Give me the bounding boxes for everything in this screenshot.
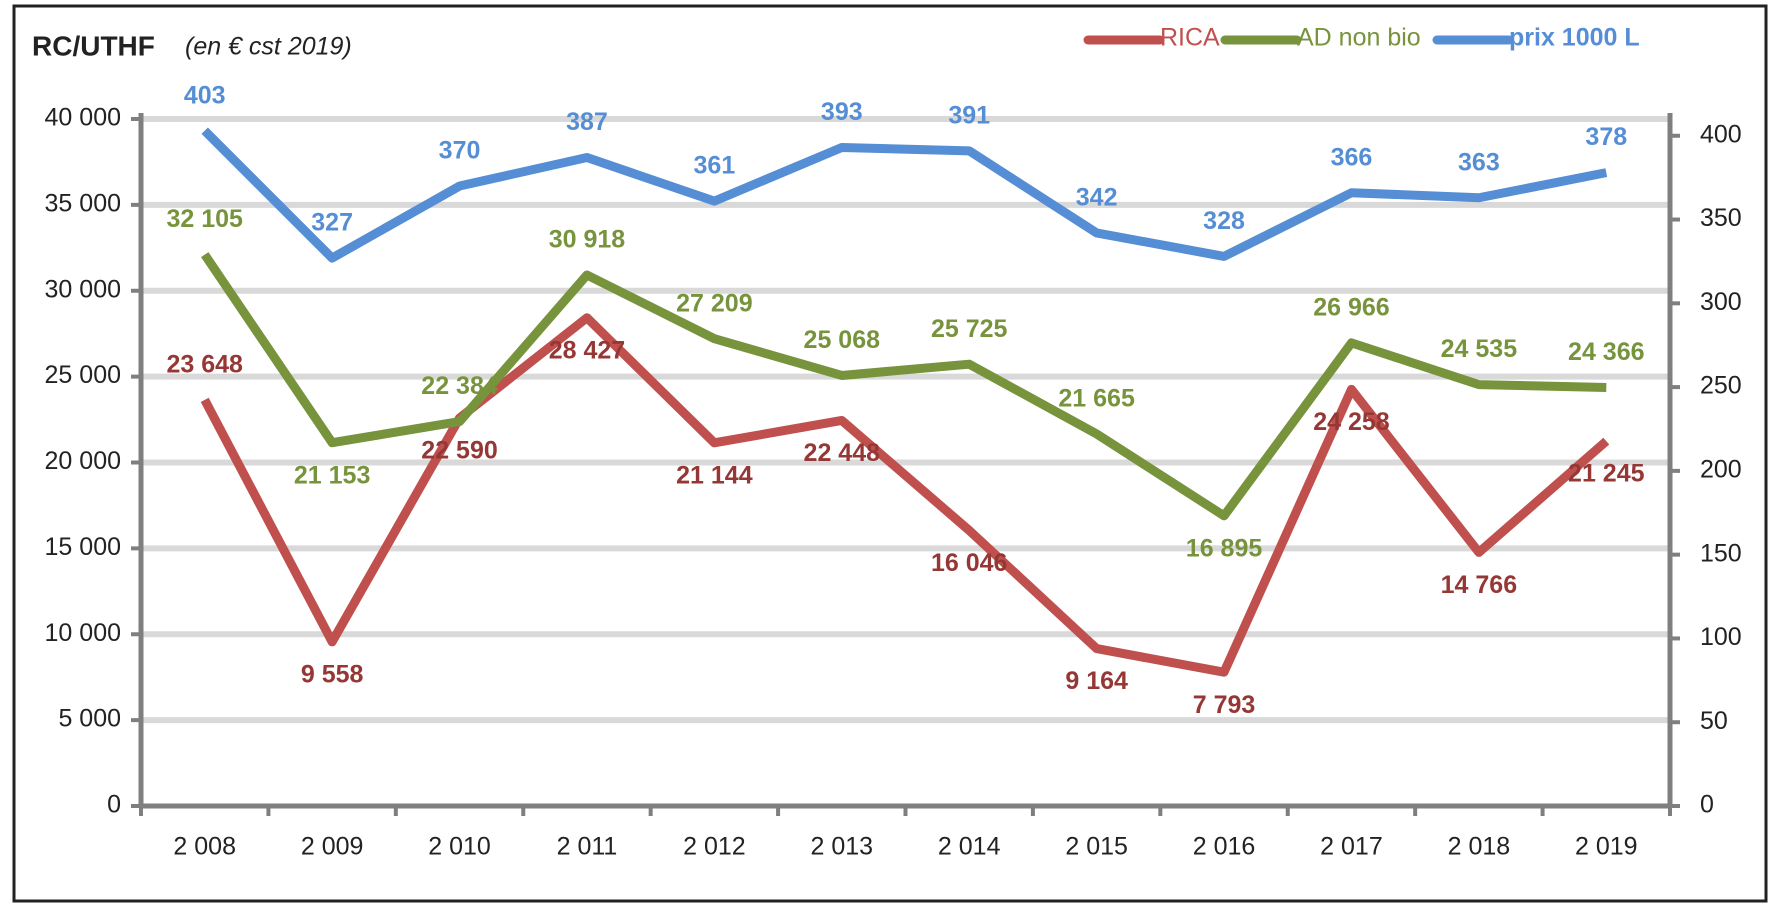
data-label: 28 427 [549,336,625,364]
data-label: 25 725 [931,315,1008,343]
data-label: 21 245 [1568,460,1645,488]
y2-tick-label: 300 [1700,288,1742,316]
y-tick-label: 25 000 [45,361,121,389]
legend-label: AD non bio [1297,24,1421,52]
y-tick-label: 40 000 [45,104,121,132]
y2-tick-label: 200 [1700,455,1742,483]
data-label: 403 [184,81,226,109]
data-label: 370 [439,137,481,165]
data-label: 30 918 [549,226,626,254]
data-label: 24 258 [1313,408,1390,436]
frame [12,4,1768,903]
data-label: 27 209 [676,289,752,317]
x-tick-label: 2 011 [557,833,618,861]
x-tick-label: 2 015 [1065,833,1128,861]
data-label: 328 [1203,207,1245,235]
x-tick-label: 2 019 [1575,833,1638,861]
data-label: 391 [948,101,990,129]
y2-tick-label: 150 [1700,539,1742,567]
data-label: 23 648 [166,350,243,378]
y2-tick-label: 250 [1700,372,1742,400]
y-tick-label: 5 000 [58,705,121,733]
x-tick-label: 2 013 [811,833,874,861]
data-label: 21 665 [1058,385,1135,413]
x-tick-label: 2 018 [1448,833,1511,861]
legend-label: prix 1000 L [1509,24,1640,52]
y-tick-label: 10 000 [45,619,121,647]
data-label: 22 448 [804,439,881,467]
data-label: 342 [1076,184,1118,212]
data-label: 32 105 [166,205,243,233]
data-label: 327 [311,209,353,237]
x-tick-label: 2 009 [301,833,364,861]
x-tick-label: 2 012 [683,833,746,861]
x-tick-label: 2 014 [938,833,1001,861]
legend-label: RICA [1160,24,1220,52]
data-label: 378 [1585,123,1627,151]
x-tick-label: 2 010 [428,833,491,861]
chart-title: RC/UTHF [32,30,155,61]
data-label: 26 966 [1313,293,1389,321]
chart-subtitle: (en € cst 2019) [185,33,352,61]
data-label: 25 068 [804,326,881,354]
y-tick-label: 15 000 [45,533,121,561]
x-tick-label: 2 008 [173,833,236,861]
data-label: 14 766 [1441,571,1517,599]
x-tick-label: 2 017 [1320,833,1383,861]
y-tick-label: 0 [107,791,121,819]
data-label: 21 144 [676,461,753,489]
y2-tick-label: 400 [1700,120,1742,148]
data-label: 7 793 [1193,691,1256,719]
data-label: 363 [1458,148,1500,176]
line [200,252,1607,521]
y-tick-label: 35 000 [45,189,121,217]
y2-tick-label: 350 [1700,204,1742,232]
data-label: 9 164 [1065,667,1128,695]
data-label: 387 [566,108,608,136]
data-label: 22 384 [421,372,498,400]
line [201,127,1608,263]
y2-tick-label: 0 [1700,791,1714,819]
data-label: 16 046 [931,549,1007,577]
data-label: 24 366 [1568,338,1644,366]
data-label: 21 153 [294,461,370,489]
data-label: 393 [821,98,863,126]
data-label: 361 [694,152,736,180]
data-label: 16 895 [1186,534,1263,562]
data-label: 9 558 [301,660,364,688]
y2-tick-label: 50 [1700,707,1728,735]
y-tick-label: 20 000 [45,447,121,475]
data-label: 24 535 [1441,335,1518,363]
data-label: 22 590 [421,437,497,465]
data-label: 366 [1331,143,1373,171]
x-tick-label: 2 016 [1193,833,1256,861]
y-tick-label: 30 000 [45,275,121,303]
line [200,313,1610,677]
y2-tick-label: 100 [1700,623,1742,651]
